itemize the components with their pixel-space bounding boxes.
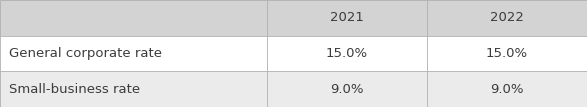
Bar — [0, 36, 267, 71]
Bar — [267, 71, 427, 107]
Text: 15.0%: 15.0% — [326, 47, 368, 60]
Text: Small-business rate: Small-business rate — [9, 83, 140, 96]
Text: 2022: 2022 — [490, 11, 524, 24]
Text: 9.0%: 9.0% — [490, 83, 524, 96]
Text: 15.0%: 15.0% — [486, 47, 528, 60]
Bar — [267, 0, 427, 36]
Bar — [427, 36, 587, 71]
Text: 9.0%: 9.0% — [330, 83, 364, 96]
Bar — [0, 71, 267, 107]
Bar — [427, 71, 587, 107]
Bar — [0, 0, 267, 36]
Bar — [427, 0, 587, 36]
Bar — [267, 36, 427, 71]
Text: General corporate rate: General corporate rate — [9, 47, 162, 60]
Text: 2021: 2021 — [330, 11, 364, 24]
